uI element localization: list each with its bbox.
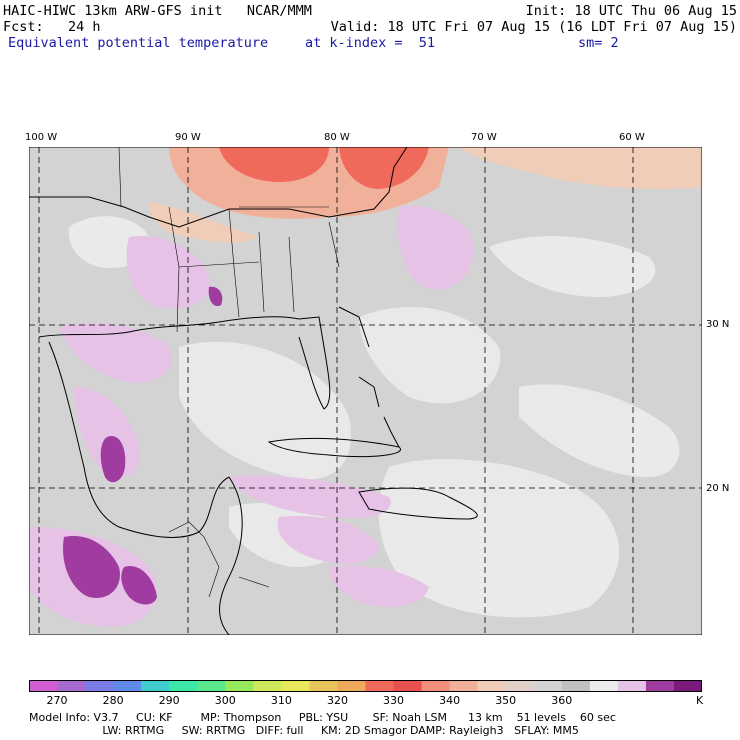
colorbar-swatch (57, 680, 86, 692)
colorbar-swatch (673, 680, 702, 692)
forecast-hour: Fcst: 24 h (3, 19, 101, 35)
colorbar-label: 340 (439, 694, 461, 707)
valid-time: Valid: 18 UTC Fri 07 Aug 15 (16 LDT Fri … (330, 19, 737, 35)
graticule (29, 147, 702, 635)
colorbar-label: 350 (495, 694, 517, 707)
colorbar (29, 680, 702, 692)
model-info-line2: LW: RRTMG SW: RRTMG DIFF: full KM: 2D Sm… (29, 724, 579, 737)
coastlines (29, 147, 478, 635)
colorbar-swatch (113, 680, 142, 692)
colorbar-swatch (421, 680, 451, 692)
colorbar-swatch (337, 680, 366, 692)
colorbar-swatch (309, 680, 338, 692)
colorbar-swatch (365, 680, 395, 692)
colorbar-label: 270 (46, 694, 68, 707)
colorbar-label: 280 (102, 694, 124, 707)
borders (118, 147, 340, 598)
init-time: Init: 18 UTC Thu 06 Aug 15 (525, 3, 737, 19)
colorbar-unit: K (696, 694, 704, 707)
colorbar-label: 300 (214, 694, 236, 707)
theta-e-map (29, 147, 702, 635)
moist-theta-e-region (29, 206, 474, 627)
field-name: Equivalent potential temperature (8, 35, 269, 51)
lon-label-60w: 60 W (619, 132, 645, 143)
smoothing-label: sm= 2 (578, 35, 619, 51)
warm-theta-e-region (148, 147, 702, 243)
lat-label-20n: 20 N (706, 483, 730, 494)
colorbar-swatch (505, 680, 535, 692)
colorbar-swatch (477, 680, 507, 692)
level-label: at k-index = 51 (305, 35, 436, 51)
colorbar-swatch (29, 680, 58, 692)
colorbar-label: 360 (551, 694, 573, 707)
colorbar-swatch (281, 680, 310, 692)
model-info-line1: Model Info: V3.7 CU: KF MP: Thompson PBL… (29, 711, 616, 724)
colorbar-swatch (141, 680, 170, 692)
high-theta-e-region (63, 286, 223, 605)
colorbar-swatch (645, 680, 675, 692)
colorbar-swatch (617, 680, 647, 692)
colorbar-swatch (589, 680, 619, 692)
colorbar-label: 290 (158, 694, 180, 707)
colorbar-swatch (169, 680, 198, 692)
colorbar-swatch (533, 680, 563, 692)
colorbar-swatch (393, 680, 423, 692)
colorbar-label: 320 (327, 694, 348, 707)
lat-label-30n: 30 N (706, 319, 730, 330)
colorbar-swatch (85, 680, 114, 692)
model-title: HAIC-HIWC 13km ARW-GFS init NCAR/MMM (3, 3, 312, 19)
colorbar-label: 310 (270, 694, 292, 707)
lon-label-80w: 80 W (324, 132, 350, 143)
colorbar-swatch (561, 680, 591, 692)
colorbar-swatch (225, 680, 254, 692)
colorbar-swatch (449, 680, 479, 692)
colorbar-label: 330 (383, 694, 404, 707)
colorbar-swatch (197, 680, 226, 692)
lon-label-70w: 70 W (471, 132, 497, 143)
colorbar-swatch (253, 680, 282, 692)
lon-label-100w: 100 W (25, 132, 58, 143)
lon-label-90w: 90 W (175, 132, 201, 143)
